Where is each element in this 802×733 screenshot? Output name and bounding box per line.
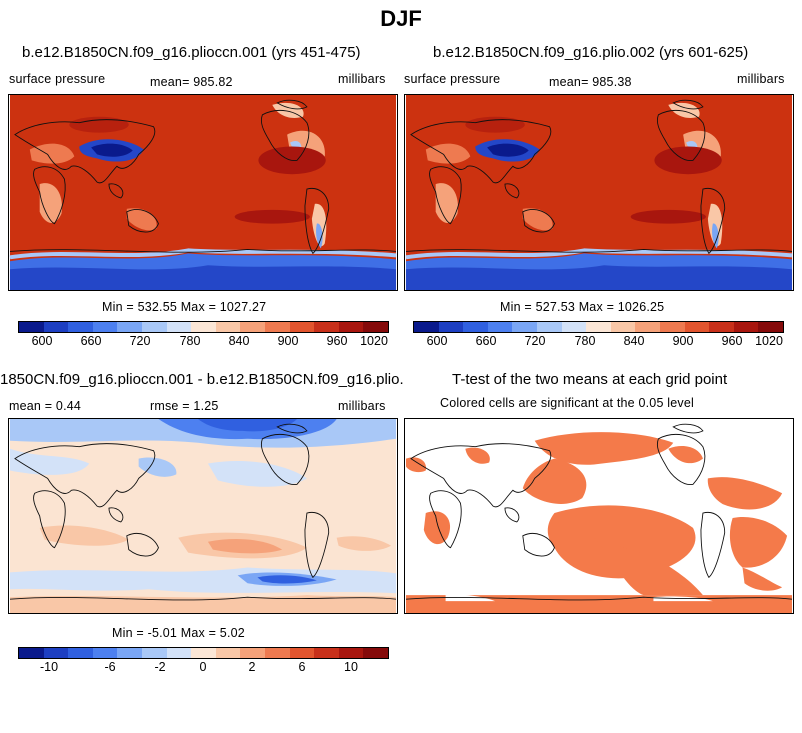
colorbar-tick: -2 bbox=[154, 660, 166, 674]
colorbar-tick: 2 bbox=[248, 660, 256, 674]
colorbar-swatch bbox=[240, 648, 265, 658]
colorbar-swatch bbox=[43, 322, 69, 332]
colorbar-swatch bbox=[363, 322, 388, 332]
pressure-map-body bbox=[9, 95, 397, 290]
colorbar-tick: 840 bbox=[228, 334, 250, 348]
colorbar-swatch bbox=[117, 648, 142, 658]
colorbar-swatch bbox=[758, 322, 783, 332]
colorbar-swatch bbox=[166, 322, 192, 332]
panel2-variable-label: surface pressure bbox=[404, 72, 501, 86]
panel3-colorbar-ticks: -10 -6 -2 0 2 6 10 bbox=[18, 660, 389, 676]
colorbar-swatch bbox=[19, 322, 44, 332]
panel1-mean-label: mean= 985.82 bbox=[150, 75, 233, 89]
colorbar-swatch bbox=[733, 322, 759, 332]
panel2-units-label: millibars bbox=[737, 72, 785, 86]
panel1-colorbar-ticks: 600 660 720 780 840 900 960 1020 bbox=[18, 334, 389, 350]
colorbar-tick: 660 bbox=[80, 334, 102, 348]
panel3-colorbar bbox=[18, 647, 389, 659]
colorbar-swatch bbox=[215, 322, 241, 332]
colorbar-swatch bbox=[487, 322, 513, 332]
colorbar-swatch bbox=[264, 322, 290, 332]
colorbar-tick: 1020 bbox=[360, 334, 388, 348]
colorbar-swatch bbox=[264, 648, 290, 658]
colorbar-swatch bbox=[314, 322, 339, 332]
colorbar-tick: 6 bbox=[298, 660, 306, 674]
panel4-title: T-test of the two means at each grid poi… bbox=[452, 371, 728, 388]
colorbar-swatch bbox=[289, 322, 315, 332]
colorbar-tick: 840 bbox=[623, 334, 645, 348]
panel3-units-label: millibars bbox=[338, 399, 386, 413]
colorbar-swatch bbox=[463, 322, 488, 332]
colorbar-swatch bbox=[338, 322, 364, 332]
colorbar-swatch bbox=[438, 322, 464, 332]
colorbar-tick: 1020 bbox=[755, 334, 783, 348]
colorbar-swatch bbox=[684, 322, 710, 332]
panel3-minmax-label: Min = -5.01 Max = 5.02 bbox=[112, 626, 245, 640]
colorbar-tick: 780 bbox=[179, 334, 201, 348]
colorbar-swatch bbox=[512, 322, 537, 332]
colorbar-tick: 600 bbox=[31, 334, 53, 348]
colorbar-swatch bbox=[166, 648, 192, 658]
colorbar-tick: 720 bbox=[524, 334, 546, 348]
colorbar-swatch bbox=[635, 322, 660, 332]
colorbar-tick: -6 bbox=[104, 660, 116, 674]
panel4-note: Colored cells are significant at the 0.0… bbox=[440, 396, 694, 410]
panel2-mean-label: mean= 985.38 bbox=[549, 75, 632, 89]
colorbar-tick: 900 bbox=[277, 334, 299, 348]
colorbar-swatch bbox=[414, 322, 439, 332]
colorbar-tick: 960 bbox=[326, 334, 348, 348]
colorbar-swatch bbox=[338, 648, 364, 658]
colorbar-swatch bbox=[586, 322, 611, 332]
colorbar-swatch bbox=[191, 322, 216, 332]
colorbar-swatch bbox=[117, 322, 142, 332]
panel3-rmse-label: rmse = 1.25 bbox=[150, 399, 219, 413]
colorbar-swatch bbox=[561, 322, 587, 332]
panel1-variable-label: surface pressure bbox=[9, 72, 106, 86]
pressure-map-body bbox=[405, 95, 793, 290]
colorbar-tick: 960 bbox=[721, 334, 743, 348]
colorbar-tick: -10 bbox=[39, 660, 59, 674]
colorbar-tick: 900 bbox=[672, 334, 694, 348]
panel4-significance-map bbox=[404, 418, 794, 614]
colorbar-swatch bbox=[363, 648, 388, 658]
colorbar-swatch bbox=[92, 322, 118, 332]
colorbar-swatch bbox=[191, 648, 216, 658]
colorbar-swatch bbox=[141, 648, 167, 658]
colorbar-tick: 720 bbox=[129, 334, 151, 348]
panel2-pressure-map bbox=[404, 94, 794, 291]
panel3-run-title: 1850CN.f09_g16.plioccn.001 - b.e12.B1850… bbox=[0, 371, 404, 388]
panel1-run-title: b.e12.B1850CN.f09_g16.plioccn.001 (yrs 4… bbox=[22, 44, 361, 61]
panel2-minmax-label: Min = 527.53 Max = 1026.25 bbox=[500, 300, 665, 314]
colorbar-tick: 10 bbox=[344, 660, 358, 674]
colorbar-swatch bbox=[709, 322, 734, 332]
panel1-units-label: millibars bbox=[338, 72, 386, 86]
colorbar-swatch bbox=[289, 648, 315, 658]
colorbar-swatch bbox=[68, 322, 93, 332]
colorbar-swatch bbox=[43, 648, 69, 658]
colorbar-tick: 660 bbox=[475, 334, 497, 348]
panel2-colorbar-ticks: 600 660 720 780 840 900 960 1020 bbox=[413, 334, 784, 350]
panel3-mean-label: mean = 0.44 bbox=[9, 399, 82, 413]
panel3-difference-map bbox=[8, 418, 398, 614]
panel1-minmax-label: Min = 532.55 Max = 1027.27 bbox=[102, 300, 267, 314]
colorbar-swatch bbox=[659, 322, 685, 332]
panel2-run-title: b.e12.B1850CN.f09_g16.plio.002 (yrs 601-… bbox=[433, 44, 749, 61]
colorbar-swatch bbox=[19, 648, 44, 658]
panel2-colorbar bbox=[413, 321, 784, 333]
colorbar-tick: 0 bbox=[199, 660, 207, 674]
colorbar-swatch bbox=[68, 648, 93, 658]
colorbar-swatch bbox=[314, 648, 339, 658]
colorbar-swatch bbox=[610, 322, 636, 332]
panel1-pressure-map bbox=[8, 94, 398, 291]
colorbar-swatch bbox=[536, 322, 562, 332]
colorbar-swatch bbox=[215, 648, 241, 658]
colorbar-tick: 600 bbox=[426, 334, 448, 348]
figure-title: DJF bbox=[380, 6, 422, 31]
colorbar-tick: 780 bbox=[574, 334, 596, 348]
colorbar-swatch bbox=[240, 322, 265, 332]
significant-cells bbox=[405, 432, 793, 613]
panel1-colorbar bbox=[18, 321, 389, 333]
colorbar-swatch bbox=[141, 322, 167, 332]
colorbar-swatch bbox=[92, 648, 118, 658]
